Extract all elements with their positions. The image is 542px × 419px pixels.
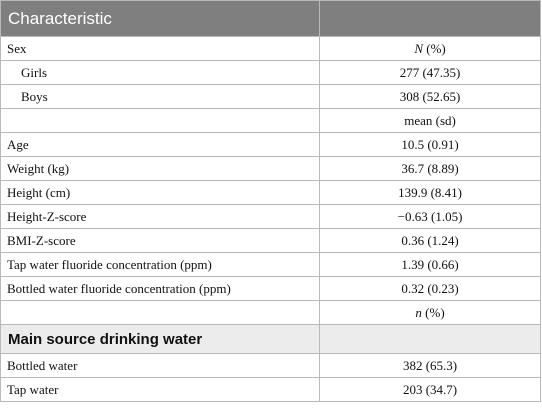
table-row: mean (sd) bbox=[0, 108, 541, 133]
row-label: Girls bbox=[0, 60, 321, 85]
section-title: Main source drinking water bbox=[0, 324, 321, 354]
mean-sd-header: mean (sd) bbox=[319, 108, 541, 133]
row-label: Weight (kg) bbox=[0, 156, 321, 181]
table-row: Bottled water fluoride concentration (pp… bbox=[0, 276, 541, 301]
table-row: Tap water fluoride concentration (ppm) 1… bbox=[0, 252, 541, 277]
row-value: 139.9 (8.41) bbox=[319, 180, 541, 205]
row-label: Height-Z-score bbox=[0, 204, 321, 229]
row-value: 203 (34.7) bbox=[319, 377, 541, 402]
row-label: BMI-Z-score bbox=[0, 228, 321, 253]
table-row: Height (cm) 139.9 (8.41) bbox=[0, 180, 541, 205]
table-row: BMI-Z-score 0.36 (1.24) bbox=[0, 228, 541, 253]
n-percent-header: N (%) bbox=[319, 36, 541, 61]
table-row: Bottled water 382 (65.3) bbox=[0, 353, 541, 378]
header-characteristic: Characteristic bbox=[0, 0, 321, 37]
row-value: −0.63 (1.05) bbox=[319, 204, 541, 229]
row-label: Bottled water bbox=[0, 353, 321, 378]
row-value: 36.7 (8.89) bbox=[319, 156, 541, 181]
row-value: 0.32 (0.23) bbox=[319, 276, 541, 301]
percent-suffix: (%) bbox=[421, 304, 445, 320]
row-value: 277 (47.35) bbox=[319, 60, 541, 85]
characteristics-table: Characteristic Sex N (%) Girls 277 (47.3… bbox=[0, 0, 541, 402]
row-value: 10.5 (0.91) bbox=[319, 132, 541, 157]
table-header-row: Characteristic bbox=[0, 0, 541, 37]
row-label: Sex bbox=[0, 36, 321, 61]
row-label: Tap water fluoride concentration (ppm) bbox=[0, 252, 321, 277]
table-row: Boys 308 (52.65) bbox=[0, 84, 541, 109]
table-row: Height-Z-score −0.63 (1.05) bbox=[0, 204, 541, 229]
row-label-empty bbox=[0, 300, 321, 325]
row-value: 308 (52.65) bbox=[319, 84, 541, 109]
row-label: Height (cm) bbox=[0, 180, 321, 205]
row-value: 382 (65.3) bbox=[319, 353, 541, 378]
table-row: Weight (kg) 36.7 (8.89) bbox=[0, 156, 541, 181]
row-label: Tap water bbox=[0, 377, 321, 402]
table-row: Age 10.5 (0.91) bbox=[0, 132, 541, 157]
row-value: 1.39 (0.66) bbox=[319, 252, 541, 277]
row-label: Boys bbox=[0, 84, 321, 109]
table-row: Girls 277 (47.35) bbox=[0, 60, 541, 85]
table-row: Tap water 203 (34.7) bbox=[0, 377, 541, 402]
table-row: Sex N (%) bbox=[0, 36, 541, 61]
row-label: Bottled water fluoride concentration (pp… bbox=[0, 276, 321, 301]
header-value bbox=[319, 0, 541, 37]
section-header-row: Main source drinking water bbox=[0, 324, 541, 354]
section-title-spacer bbox=[319, 324, 541, 354]
row-value: 0.36 (1.24) bbox=[319, 228, 541, 253]
table-row: n (%) bbox=[0, 300, 541, 325]
percent-suffix: (%) bbox=[423, 40, 446, 56]
n-percent-header: n (%) bbox=[319, 300, 541, 325]
n-letter: N bbox=[414, 40, 423, 56]
row-label-empty bbox=[0, 108, 321, 133]
row-label: Age bbox=[0, 132, 321, 157]
n-letter: n bbox=[415, 304, 422, 320]
